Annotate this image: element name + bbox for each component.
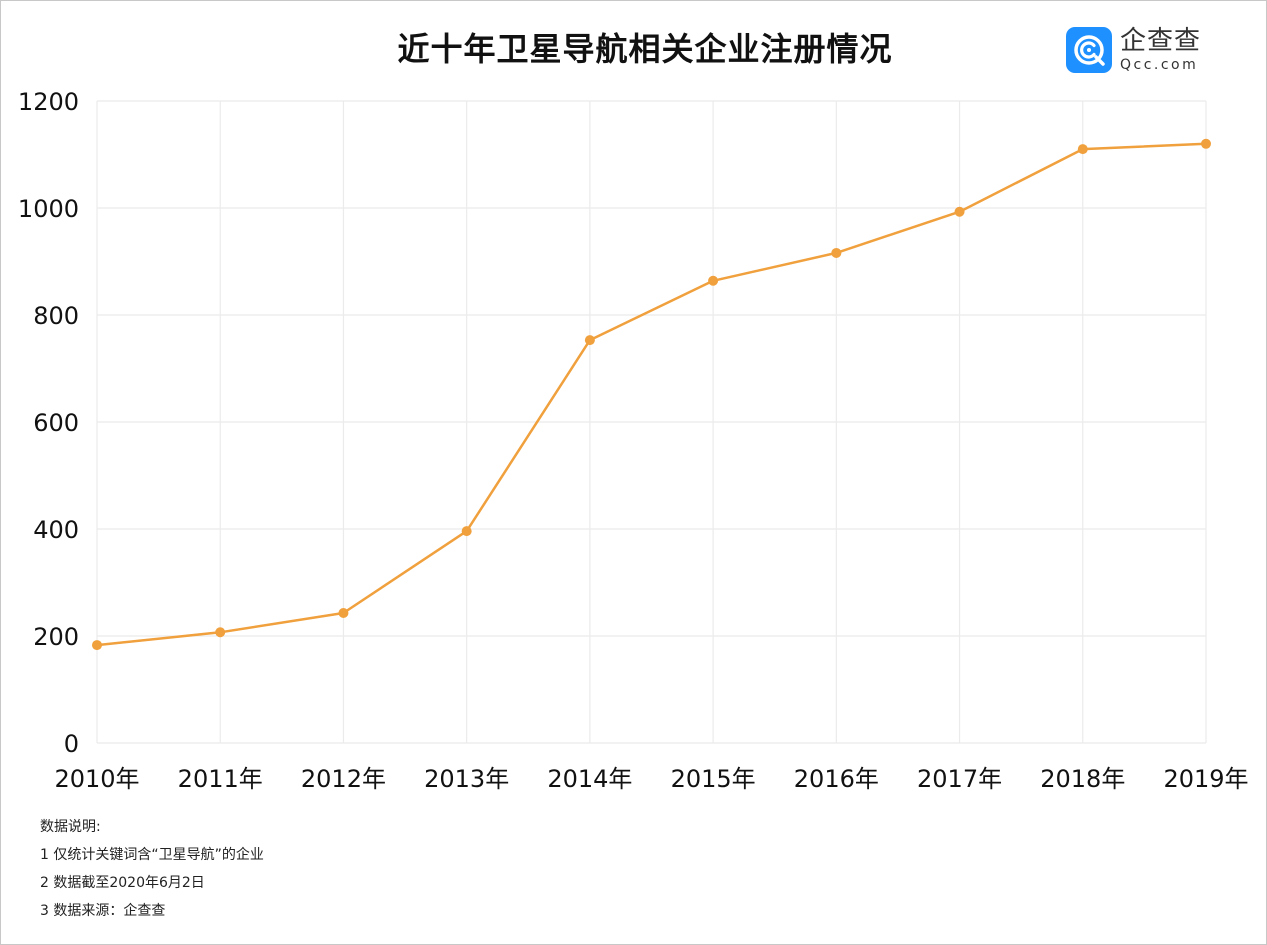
data-point	[954, 206, 965, 217]
data-point	[584, 335, 595, 346]
x-tick-label: 2013年	[424, 765, 509, 793]
x-tick-label: 2018年	[1040, 765, 1125, 793]
x-tick-label: 2011年	[178, 765, 263, 793]
grid-lines	[96, 100, 1207, 744]
y-tick-label: 600	[33, 409, 79, 437]
y-tick-label: 400	[33, 516, 79, 544]
brand-logo: 企查查 Qcc.com	[1066, 27, 1201, 73]
y-tick-label: 1200	[18, 88, 79, 116]
note-item: 3 数据来源：企查查	[40, 903, 166, 919]
y-axis: 0 200 400 600 800 1000 1200	[18, 88, 79, 758]
data-point	[1201, 138, 1211, 149]
x-axis: 2010年 2011年 2012年 2013年 2014年 2015年 2016年 2017年…	[54, 765, 1248, 793]
x-tick-label: 2015年	[671, 765, 756, 793]
note-item: 2 数据截至2020年6月2日	[40, 875, 205, 891]
data-point	[461, 526, 472, 537]
series-line	[96, 142, 1207, 647]
data-point-markers	[92, 138, 1211, 651]
qcc-logo-icon	[1066, 27, 1112, 73]
chart-title: 近十年卫星导航相关企业注册情况	[397, 30, 893, 68]
data-point	[831, 247, 842, 258]
y-tick-label: 1000	[18, 195, 79, 223]
x-tick-label: 2017年	[917, 765, 1002, 793]
x-tick-label: 2016年	[794, 765, 879, 793]
x-tick-label: 2014年	[547, 765, 632, 793]
x-tick-label: 2012年	[301, 765, 386, 793]
x-tick-label: 2019年	[1163, 765, 1248, 793]
y-tick-label: 200	[33, 623, 79, 651]
notes-heading: 数据说明:	[40, 819, 101, 835]
data-point	[708, 275, 719, 286]
data-point	[215, 627, 226, 638]
note-item: 1 仅统计关键词含“卫星导航”的企业	[40, 847, 264, 863]
y-tick-label: 800	[33, 302, 79, 330]
y-tick-label: 0	[64, 730, 79, 758]
data-point	[338, 607, 349, 618]
data-point	[92, 640, 102, 651]
logo-name-en: Qcc.com	[1120, 57, 1199, 73]
logo-name-cn: 企查查	[1120, 26, 1202, 56]
x-tick-label: 2010年	[54, 765, 139, 793]
data-notes: 数据说明: 1 仅统计关键词含“卫星导航”的企业 2 数据截至2020年6月2日…	[40, 813, 264, 925]
data-point	[1077, 144, 1088, 155]
